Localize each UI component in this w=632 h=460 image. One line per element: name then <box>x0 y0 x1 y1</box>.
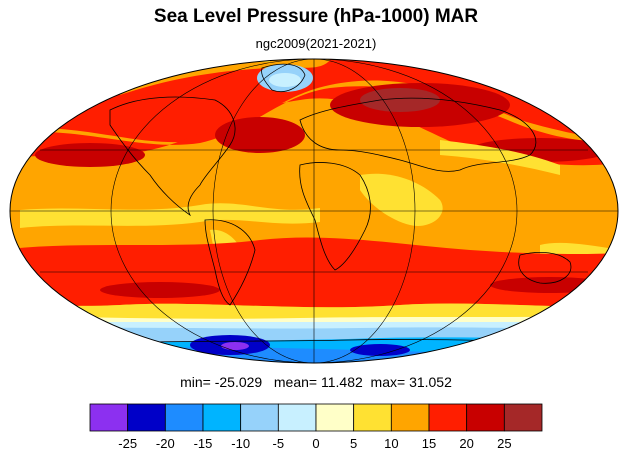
colorbar-swatch <box>315 403 355 432</box>
colorbar-swatch <box>277 403 317 432</box>
mean-value: 11.482 <box>320 374 363 390</box>
min-label: min= <box>180 374 211 390</box>
colorbar-tick-label: -20 <box>156 436 175 451</box>
colorbar-swatch <box>164 403 204 432</box>
colorbar-swatch <box>390 403 430 432</box>
max-value: 31.052 <box>409 374 452 390</box>
colorbar-swatch <box>202 403 242 432</box>
colorbar-tick-label: -15 <box>194 436 213 451</box>
colorbar-tick-label: -25 <box>118 436 137 451</box>
min-value: -25.029 <box>214 374 263 390</box>
colorbar-swatch <box>466 403 505 432</box>
colorbar-tick-label: 0 <box>312 436 319 451</box>
colorbar-tick-label: 15 <box>422 436 436 451</box>
graticule <box>10 59 618 363</box>
colorbar-swatch <box>127 403 166 432</box>
colorbar-tick-label: 25 <box>497 436 511 451</box>
colorbar-tick-label: -10 <box>231 436 250 451</box>
colorbar-swatch <box>503 403 543 432</box>
colorbar-swatch <box>353 403 392 432</box>
stats-line: min= -25.029 mean= 11.482 max= 31.052 <box>0 374 632 390</box>
colorbar-tick-label: 20 <box>459 436 473 451</box>
colorbar-tick-label: -5 <box>273 436 285 451</box>
map-title: Sea Level Pressure (hPa-1000) MAR <box>153 6 479 27</box>
mean-label: mean= <box>273 374 318 390</box>
colorbar-swatch <box>89 403 129 432</box>
colorbar-tick-label: 10 <box>384 436 398 451</box>
colorbar-tick-label: 5 <box>350 436 357 451</box>
colorbar-swatch <box>240 403 279 432</box>
map-subtitle: ngc2009(2021-2021) <box>255 36 377 51</box>
max-label: max= <box>370 374 406 390</box>
colorbar-swatch <box>428 403 468 432</box>
globe-outline <box>9 58 619 364</box>
